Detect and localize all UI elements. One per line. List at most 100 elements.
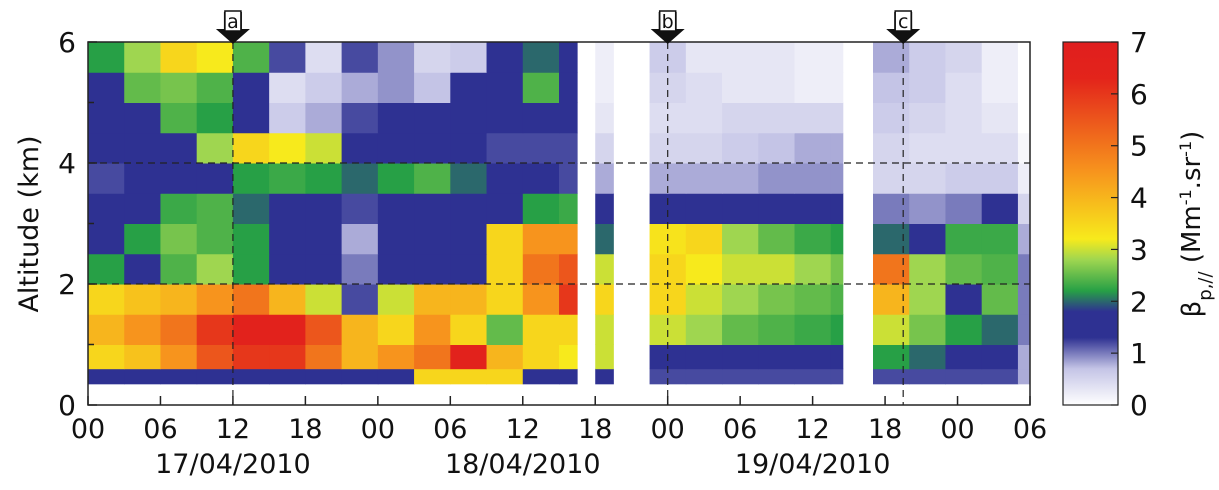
heat-cell	[945, 344, 983, 370]
colorbar-tick-label: 2	[1130, 285, 1148, 318]
x-tick-label: 06	[723, 414, 757, 445]
heat-cell	[758, 132, 795, 164]
heat-cell	[377, 163, 415, 194]
heat-cell	[486, 42, 524, 73]
heat-cell	[305, 383, 343, 406]
x-tick-label: 18	[578, 414, 612, 445]
heat-cell	[830, 72, 844, 103]
heat-cell	[377, 132, 415, 164]
heat-cell	[873, 132, 910, 164]
heat-cell	[722, 132, 759, 164]
heat-cell	[414, 368, 451, 385]
heat-cell	[486, 163, 524, 194]
heat-cell	[486, 314, 524, 345]
heat-cell	[196, 72, 234, 103]
heat-cell	[559, 163, 578, 194]
heat-cell	[945, 132, 983, 164]
heat-cell	[758, 193, 795, 224]
heat-cell	[377, 72, 415, 103]
x-tick-label: 00	[71, 414, 105, 445]
heat-cell	[88, 223, 125, 255]
heat-cell	[794, 102, 832, 134]
heat-cell	[981, 284, 1019, 315]
heat-cell	[160, 223, 198, 255]
heat-cell	[945, 284, 983, 315]
heat-cell	[1017, 42, 1031, 73]
heat-cell	[909, 132, 946, 164]
x-tick-label: 06	[1013, 414, 1047, 445]
heat-cell	[88, 193, 125, 224]
heat-cell	[722, 42, 759, 73]
heat-cell	[269, 284, 306, 315]
heat-cell	[830, 223, 844, 255]
colorbar-tick-label: 6	[1130, 78, 1148, 111]
heat-cell	[830, 368, 844, 385]
heat-cell	[124, 314, 161, 345]
heat-cell	[269, 102, 306, 134]
heat-cell	[794, 368, 832, 385]
heat-cell	[341, 193, 379, 224]
heat-cell	[88, 314, 125, 345]
heat-cell	[945, 223, 983, 255]
heat-cell	[873, 253, 910, 285]
heat-cell	[341, 102, 379, 134]
heat-cell	[522, 193, 560, 224]
heat-cell	[758, 42, 795, 73]
colorbar-label-part: (Mm	[1177, 205, 1207, 271]
heat-cell	[341, 383, 379, 406]
heat-cell	[160, 132, 198, 164]
heat-cell	[873, 383, 910, 406]
heat-cell	[450, 132, 488, 164]
heat-cell	[595, 344, 614, 370]
heat-cell	[88, 132, 125, 164]
heat-cell	[450, 383, 488, 406]
heat-cell	[1017, 102, 1031, 134]
heat-cell	[305, 314, 343, 345]
heat-cell	[559, 193, 578, 224]
heat-cell	[269, 42, 306, 73]
heat-cell	[873, 102, 910, 134]
heat-cell	[232, 314, 270, 345]
heat-cell	[595, 223, 614, 255]
heat-cell	[522, 344, 560, 370]
colorbar	[1062, 41, 1119, 406]
heat-cell	[450, 253, 488, 285]
heat-cell	[685, 72, 723, 103]
heat-cell	[377, 344, 415, 370]
heat-cell	[196, 253, 234, 285]
heat-cell	[341, 72, 379, 103]
heat-cell	[269, 163, 306, 194]
heat-cell	[160, 314, 198, 345]
heat-cell	[945, 72, 983, 103]
heat-cell	[522, 42, 560, 73]
heat-cell	[160, 163, 198, 194]
heat-cell	[124, 284, 161, 315]
y-tick-label: 4	[58, 147, 76, 180]
heat-cell	[873, 344, 910, 370]
heat-cell	[873, 314, 910, 345]
heat-cell	[450, 314, 488, 345]
heat-cell	[414, 132, 451, 164]
heat-cell	[450, 368, 488, 385]
heat-cell	[305, 72, 343, 103]
heat-cell	[1017, 223, 1031, 255]
heat-cell	[305, 368, 343, 385]
colorbar-tick-label: 5	[1130, 130, 1148, 163]
heat-cell	[909, 163, 946, 194]
heat-cell	[595, 132, 614, 164]
heat-cell	[341, 314, 379, 345]
heat-cell	[450, 72, 488, 103]
heat-cell	[196, 368, 234, 385]
heat-cell	[341, 132, 379, 164]
heat-cell	[909, 314, 946, 345]
heat-cell	[414, 314, 451, 345]
heat-cell	[88, 102, 125, 134]
heat-cell	[450, 344, 488, 370]
heat-cell	[1017, 193, 1031, 224]
heat-cell	[305, 163, 343, 194]
heat-cell	[1017, 383, 1031, 406]
x-tick-label: 00	[651, 414, 685, 445]
heat-cell	[196, 163, 234, 194]
heat-cell	[981, 42, 1019, 73]
